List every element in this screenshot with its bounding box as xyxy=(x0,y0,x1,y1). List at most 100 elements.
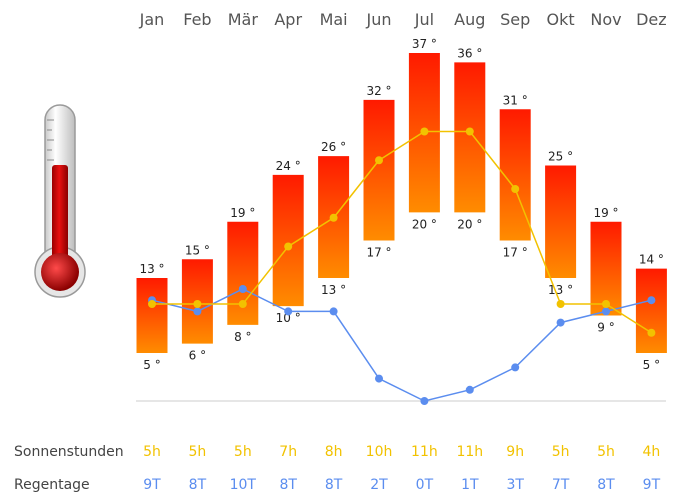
sunshine-value: 5h xyxy=(552,444,570,460)
rain-days-point xyxy=(238,285,247,293)
high-temp-label: 32 ° xyxy=(366,84,391,98)
sunshine-point xyxy=(375,156,383,165)
month-label: Sep xyxy=(500,10,530,29)
rain-days-value: 8T xyxy=(189,477,207,493)
high-temp-label: 26 ° xyxy=(321,140,346,154)
sunshine-value: 4h xyxy=(643,444,661,460)
high-temp-label: 24 ° xyxy=(276,159,301,173)
sunshine-value: 11h xyxy=(456,444,483,460)
month-labels: Jan Feb Mär Apr Mai Jun Jul Aug Sep Okt Nov Dez xyxy=(139,10,667,29)
month-label: Feb xyxy=(183,10,211,29)
sunshine-line xyxy=(148,127,656,337)
month-label: Jan xyxy=(139,10,165,29)
sunshine-point xyxy=(238,300,247,308)
rain-days-point xyxy=(602,307,610,316)
sunshine-value: 5h xyxy=(143,444,161,460)
month-label: Mai xyxy=(320,10,348,29)
rain-days-point xyxy=(284,307,293,316)
month-label: Jul xyxy=(414,10,434,29)
sunshine-point xyxy=(193,300,202,308)
sunshine-point xyxy=(602,300,610,308)
rain-days-point xyxy=(420,397,429,405)
sunshine-row-values: 5h 5h 5h 7h 8h 10h 11h 11h 9h 5h 5h 4h xyxy=(143,444,660,460)
rain-days-value: 8T xyxy=(325,477,343,493)
rain-days-value: 3T xyxy=(506,477,524,493)
high-temp-label: 37 ° xyxy=(412,37,437,51)
sunshine-value: 9h xyxy=(506,444,524,460)
temperature-value-labels: 13 ° 5 ° 15 ° 6 ° 19 ° 8 ° 24 ° 10 ° 26 ° 13 ° 32 … xyxy=(139,37,663,372)
sunshine-point xyxy=(329,213,338,222)
sunshine-value: 11h xyxy=(411,444,438,460)
rain-days-value: 2T xyxy=(370,477,388,493)
rain-days-value: 10T xyxy=(230,477,257,493)
month-label: Aug xyxy=(454,10,485,29)
month-label: Nov xyxy=(590,10,621,29)
low-temp-label: 20 ° xyxy=(457,217,482,231)
low-temp-label: 8 ° xyxy=(234,330,251,344)
rain-days-point xyxy=(329,307,338,316)
sunshine-point xyxy=(511,185,520,193)
rain-days-row-label: Regentage xyxy=(14,477,90,493)
month-label: Jun xyxy=(366,10,392,29)
sunshine-value: 5h xyxy=(597,444,615,460)
temperature-bar xyxy=(227,221,259,325)
temperature-bar xyxy=(635,268,667,353)
sunshine-point xyxy=(284,242,293,251)
sunshine-value: 5h xyxy=(234,444,252,460)
high-temp-label: 19 ° xyxy=(230,206,255,220)
thermometer-icon xyxy=(34,104,86,298)
sunshine-value: 7h xyxy=(279,444,297,460)
temperature-bar xyxy=(545,165,577,278)
high-temp-label: 13 ° xyxy=(139,262,164,276)
month-label: Apr xyxy=(274,10,302,29)
high-temp-label: 19 ° xyxy=(593,206,618,220)
rain-days-point xyxy=(375,374,383,383)
month-label: Mär xyxy=(228,10,259,29)
temperature-bar xyxy=(136,278,168,353)
low-temp-label: 5 ° xyxy=(143,358,160,372)
month-label: Dez xyxy=(636,10,667,29)
rain-days-value: 1T xyxy=(461,477,479,493)
sunshine-point xyxy=(465,127,474,136)
rain-days-value: 9T xyxy=(143,477,161,493)
sunshine-point xyxy=(420,127,429,136)
rain-days-point xyxy=(556,318,565,327)
low-temp-label: 17 ° xyxy=(366,246,391,260)
sunshine-point xyxy=(556,300,565,308)
high-temp-label: 25 ° xyxy=(548,150,573,164)
sunshine-row-label: Sonnenstunden xyxy=(14,444,124,460)
low-temp-label: 13 ° xyxy=(321,283,346,297)
high-temp-label: 15 ° xyxy=(185,243,210,257)
high-temp-label: 14 ° xyxy=(639,253,664,267)
rain-days-value: 8T xyxy=(279,477,297,493)
rain-days-point xyxy=(193,307,202,316)
rain-days-point xyxy=(647,296,656,305)
rain-days-value: 9T xyxy=(643,477,661,493)
sunshine-value: 8h xyxy=(325,444,343,460)
low-temp-label: 6 ° xyxy=(189,349,206,363)
rain-days-value: 0T xyxy=(416,477,434,493)
sunshine-polyline xyxy=(152,130,652,334)
rain-days-value: 8T xyxy=(597,477,615,493)
low-temp-label: 17 ° xyxy=(503,246,528,260)
month-label: Okt xyxy=(547,10,575,29)
rain-days-polyline xyxy=(151,288,652,402)
low-temp-label: 13 ° xyxy=(548,283,573,297)
low-temp-label: 9 ° xyxy=(597,321,614,335)
low-temp-label: 20 ° xyxy=(412,217,437,231)
temperature-bar xyxy=(454,62,486,213)
low-temp-label: 10 ° xyxy=(276,311,301,325)
rain-days-value: 7T xyxy=(552,477,570,493)
temperature-bar xyxy=(590,221,622,316)
rain-days-point xyxy=(511,363,520,372)
temperature-bar xyxy=(363,99,395,241)
rain-days-point xyxy=(465,385,474,394)
temperature-bars xyxy=(136,53,667,353)
sunshine-point xyxy=(647,328,656,337)
rain-days-row-values: 9T 8T 10T 8T 8T 2T 0T 1T 3T 7T 8T 9T xyxy=(143,477,660,493)
high-temp-label: 31 ° xyxy=(503,93,528,107)
sunshine-point xyxy=(148,300,156,308)
sunshine-value: 10h xyxy=(366,444,393,460)
sunshine-value: 5h xyxy=(189,444,207,460)
